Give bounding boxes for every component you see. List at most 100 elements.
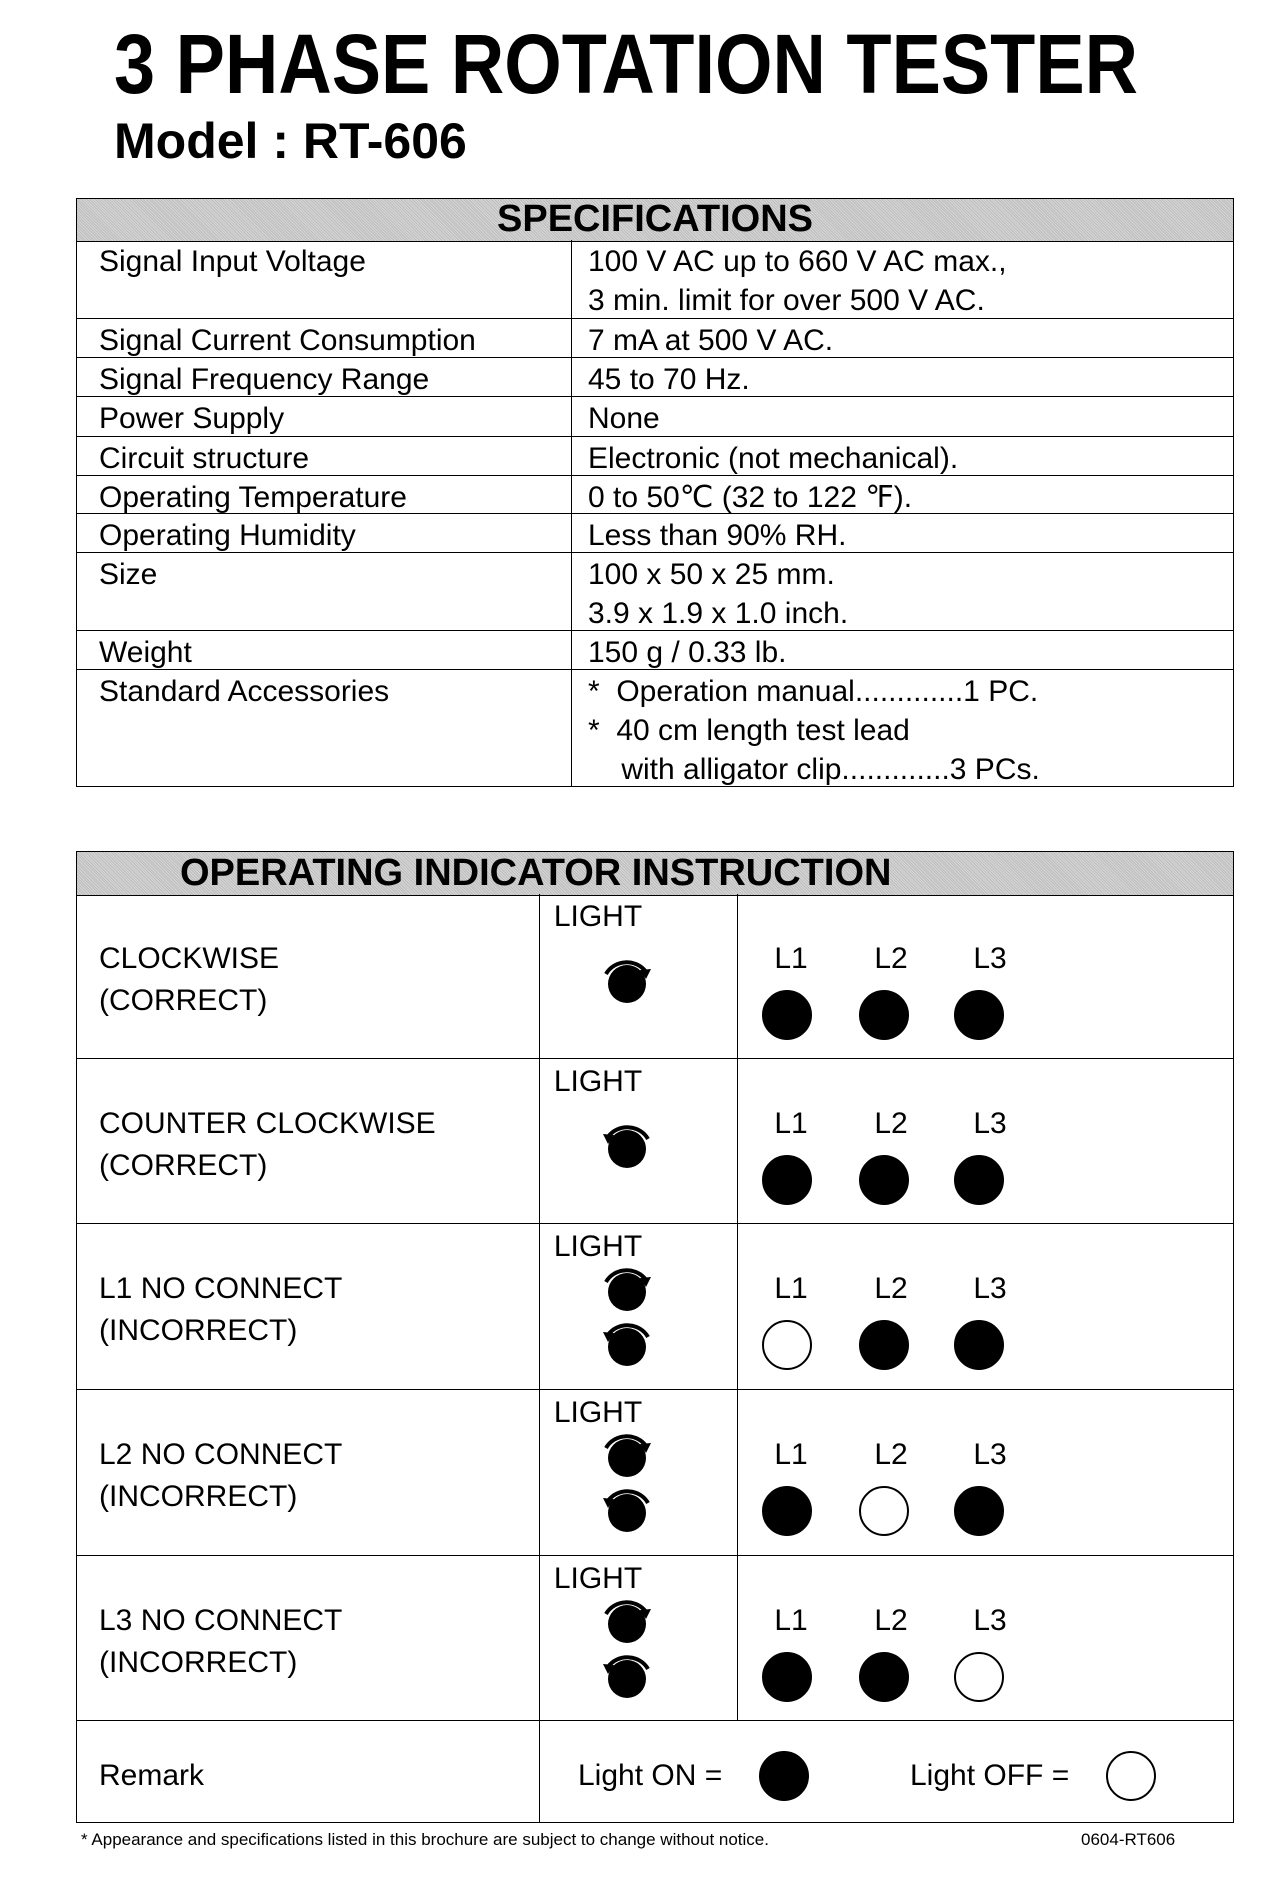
clockwise-rotation-icon — [597, 1256, 657, 1322]
light-on-indicator — [859, 989, 909, 1040]
remark-label: Remark — [99, 1758, 205, 1792]
phase-label-l2: L2 — [874, 941, 908, 975]
column-divider — [539, 1223, 540, 1389]
spec-label: Standard Accessories — [99, 674, 390, 708]
spec-value: 100 V AC up to 660 V AC max., 3 min. lim… — [588, 244, 1007, 317]
condition-result: (INCORRECT) — [99, 1479, 298, 1513]
phase-label-l3: L3 — [973, 1603, 1007, 1637]
condition-result: (CORRECT) — [99, 983, 268, 1017]
clockwise-rotation-icon — [597, 1422, 657, 1488]
phase-label-l2: L2 — [874, 1106, 908, 1140]
column-divider — [571, 318, 572, 357]
phase-label-l3: L3 — [973, 1437, 1007, 1471]
spec-value: 0 to 50℃ (32 to 122 ℉). — [588, 480, 913, 514]
phase-label-l1: L1 — [774, 941, 808, 975]
indicator-row: COUNTER CLOCKWISE (CORRECT) LIGHT L1 L2 L3 — [77, 1058, 1233, 1224]
column-divider — [571, 475, 572, 513]
spec-row: Operating Temperature 0 to 50℃ (32 to 12… — [77, 475, 1233, 514]
light-on-indicator — [954, 1485, 1004, 1536]
spec-row: Circuit structure Electronic (not mechan… — [77, 436, 1233, 476]
column-divider — [571, 513, 572, 552]
spec-row: Size 100 x 50 x 25 mm. 3.9 x 1.9 x 1.0 i… — [77, 552, 1233, 631]
column-divider — [571, 669, 572, 787]
condition-result: (INCORRECT) — [99, 1645, 298, 1679]
spec-row: Weight 150 g / 0.33 lb. — [77, 630, 1233, 670]
footer-code: 0604-RT606 — [1081, 1830, 1176, 1849]
condition-label: CLOCKWISE — [99, 941, 280, 975]
light-on-indicator — [759, 1750, 809, 1801]
column-divider — [571, 436, 572, 475]
spec-value: 100 x 50 x 25 mm. 3.9 x 1.9 x 1.0 inch. — [588, 557, 849, 630]
column-divider — [571, 357, 572, 396]
light-label: LIGHT — [553, 1064, 643, 1098]
spec-label: Operating Humidity — [99, 518, 356, 552]
light-on-indicator — [762, 1651, 812, 1702]
phase-label-l1: L1 — [774, 1437, 808, 1471]
column-divider — [571, 239, 572, 318]
page-title: 3 PHASE ROTATION TESTER — [114, 17, 1139, 111]
indicator-row: L1 NO CONNECT (INCORRECT) LIGHT L1 L2 L3 — [77, 1223, 1233, 1390]
light-on-indicator — [859, 1154, 909, 1205]
spec-value: Less than 90% RH. — [588, 518, 847, 552]
phase-label-l1: L1 — [774, 1106, 808, 1140]
specifications-header-text: SPECIFICATIONS — [497, 198, 813, 240]
light-on-indicator — [954, 1319, 1004, 1370]
phase-label-l3: L3 — [973, 1106, 1007, 1140]
phase-label-l3: L3 — [973, 1271, 1007, 1305]
column-divider — [737, 1389, 738, 1555]
spec-label: Signal Input Voltage — [99, 244, 366, 278]
light-label: LIGHT — [553, 899, 643, 933]
column-divider — [571, 552, 572, 630]
footer-note: * Appearance and specifications listed i… — [81, 1830, 769, 1849]
light-on-legend: Light ON = — [578, 1758, 723, 1792]
indicator-row: L3 NO CONNECT (INCORRECT) LIGHT L1 L2 L3 — [77, 1555, 1233, 1721]
phase-label-l2: L2 — [874, 1437, 908, 1471]
spec-value: 7 mA at 500 V AC. — [588, 323, 834, 357]
spec-label: Size — [99, 557, 158, 591]
clockwise-rotation-icon — [597, 1588, 657, 1654]
counter-clockwise-rotation-icon — [597, 1311, 657, 1377]
condition-label: L1 NO CONNECT — [99, 1271, 343, 1305]
spec-row: Signal Input Voltage 100 V AC up to 660 … — [77, 239, 1233, 319]
light-off-legend: Light OFF = — [910, 1758, 1070, 1792]
counter-clockwise-rotation-icon — [597, 1643, 657, 1709]
indicator-row: CLOCKWISE (CORRECT) LIGHT L1 L2 L3 — [77, 893, 1233, 1059]
phase-label-l3: L3 — [973, 941, 1007, 975]
column-divider — [737, 1058, 738, 1223]
specifications-header: SPECIFICATIONS — [77, 199, 1233, 242]
light-label: LIGHT — [553, 1561, 643, 1595]
light-label: LIGHT — [553, 1229, 643, 1263]
condition-label: L2 NO CONNECT — [99, 1437, 343, 1471]
phase-label-l2: L2 — [874, 1271, 908, 1305]
light-label: LIGHT — [553, 1395, 643, 1429]
light-off-indicator — [859, 1485, 909, 1536]
light-on-indicator — [859, 1319, 909, 1370]
spec-label: Circuit structure — [99, 441, 310, 475]
phase-label-l1: L1 — [774, 1271, 808, 1305]
spec-label: Power Supply — [99, 401, 285, 435]
column-divider — [539, 1389, 540, 1555]
light-on-indicator — [762, 1485, 812, 1536]
spec-row: Signal Frequency Range 45 to 70 Hz. — [77, 357, 1233, 397]
spec-value: None — [588, 401, 660, 435]
counter-clockwise-rotation-icon — [597, 1477, 657, 1543]
indicator-row: L2 NO CONNECT (INCORRECT) LIGHT L1 L2 L3 — [77, 1389, 1233, 1556]
spec-value: * Operation manual.............1 PC. * 4… — [588, 674, 1040, 786]
condition-result: (INCORRECT) — [99, 1313, 298, 1347]
phase-label-l2: L2 — [874, 1603, 908, 1637]
light-on-indicator — [954, 1154, 1004, 1205]
light-off-indicator — [762, 1319, 812, 1370]
spec-row: Power Supply None — [77, 396, 1233, 437]
clockwise-rotation-icon — [597, 948, 657, 1014]
spec-value: Electronic (not mechanical). — [588, 441, 959, 475]
indicator-table: OPERATING INDICATOR INSTRUCTION CLOCKWIS… — [76, 851, 1234, 1823]
column-divider — [737, 1555, 738, 1720]
light-on-indicator — [762, 1154, 812, 1205]
specifications-table: SPECIFICATIONS Signal Input Voltage 100 … — [76, 198, 1234, 787]
condition-label: L3 NO CONNECT — [99, 1603, 343, 1637]
counter-clockwise-rotation-icon — [597, 1113, 657, 1179]
indicator-header-text: OPERATING INDICATOR INSTRUCTION — [180, 852, 892, 894]
spec-label: Signal Current Consumption — [99, 323, 476, 357]
column-divider — [539, 893, 540, 1058]
light-on-indicator — [762, 989, 812, 1040]
